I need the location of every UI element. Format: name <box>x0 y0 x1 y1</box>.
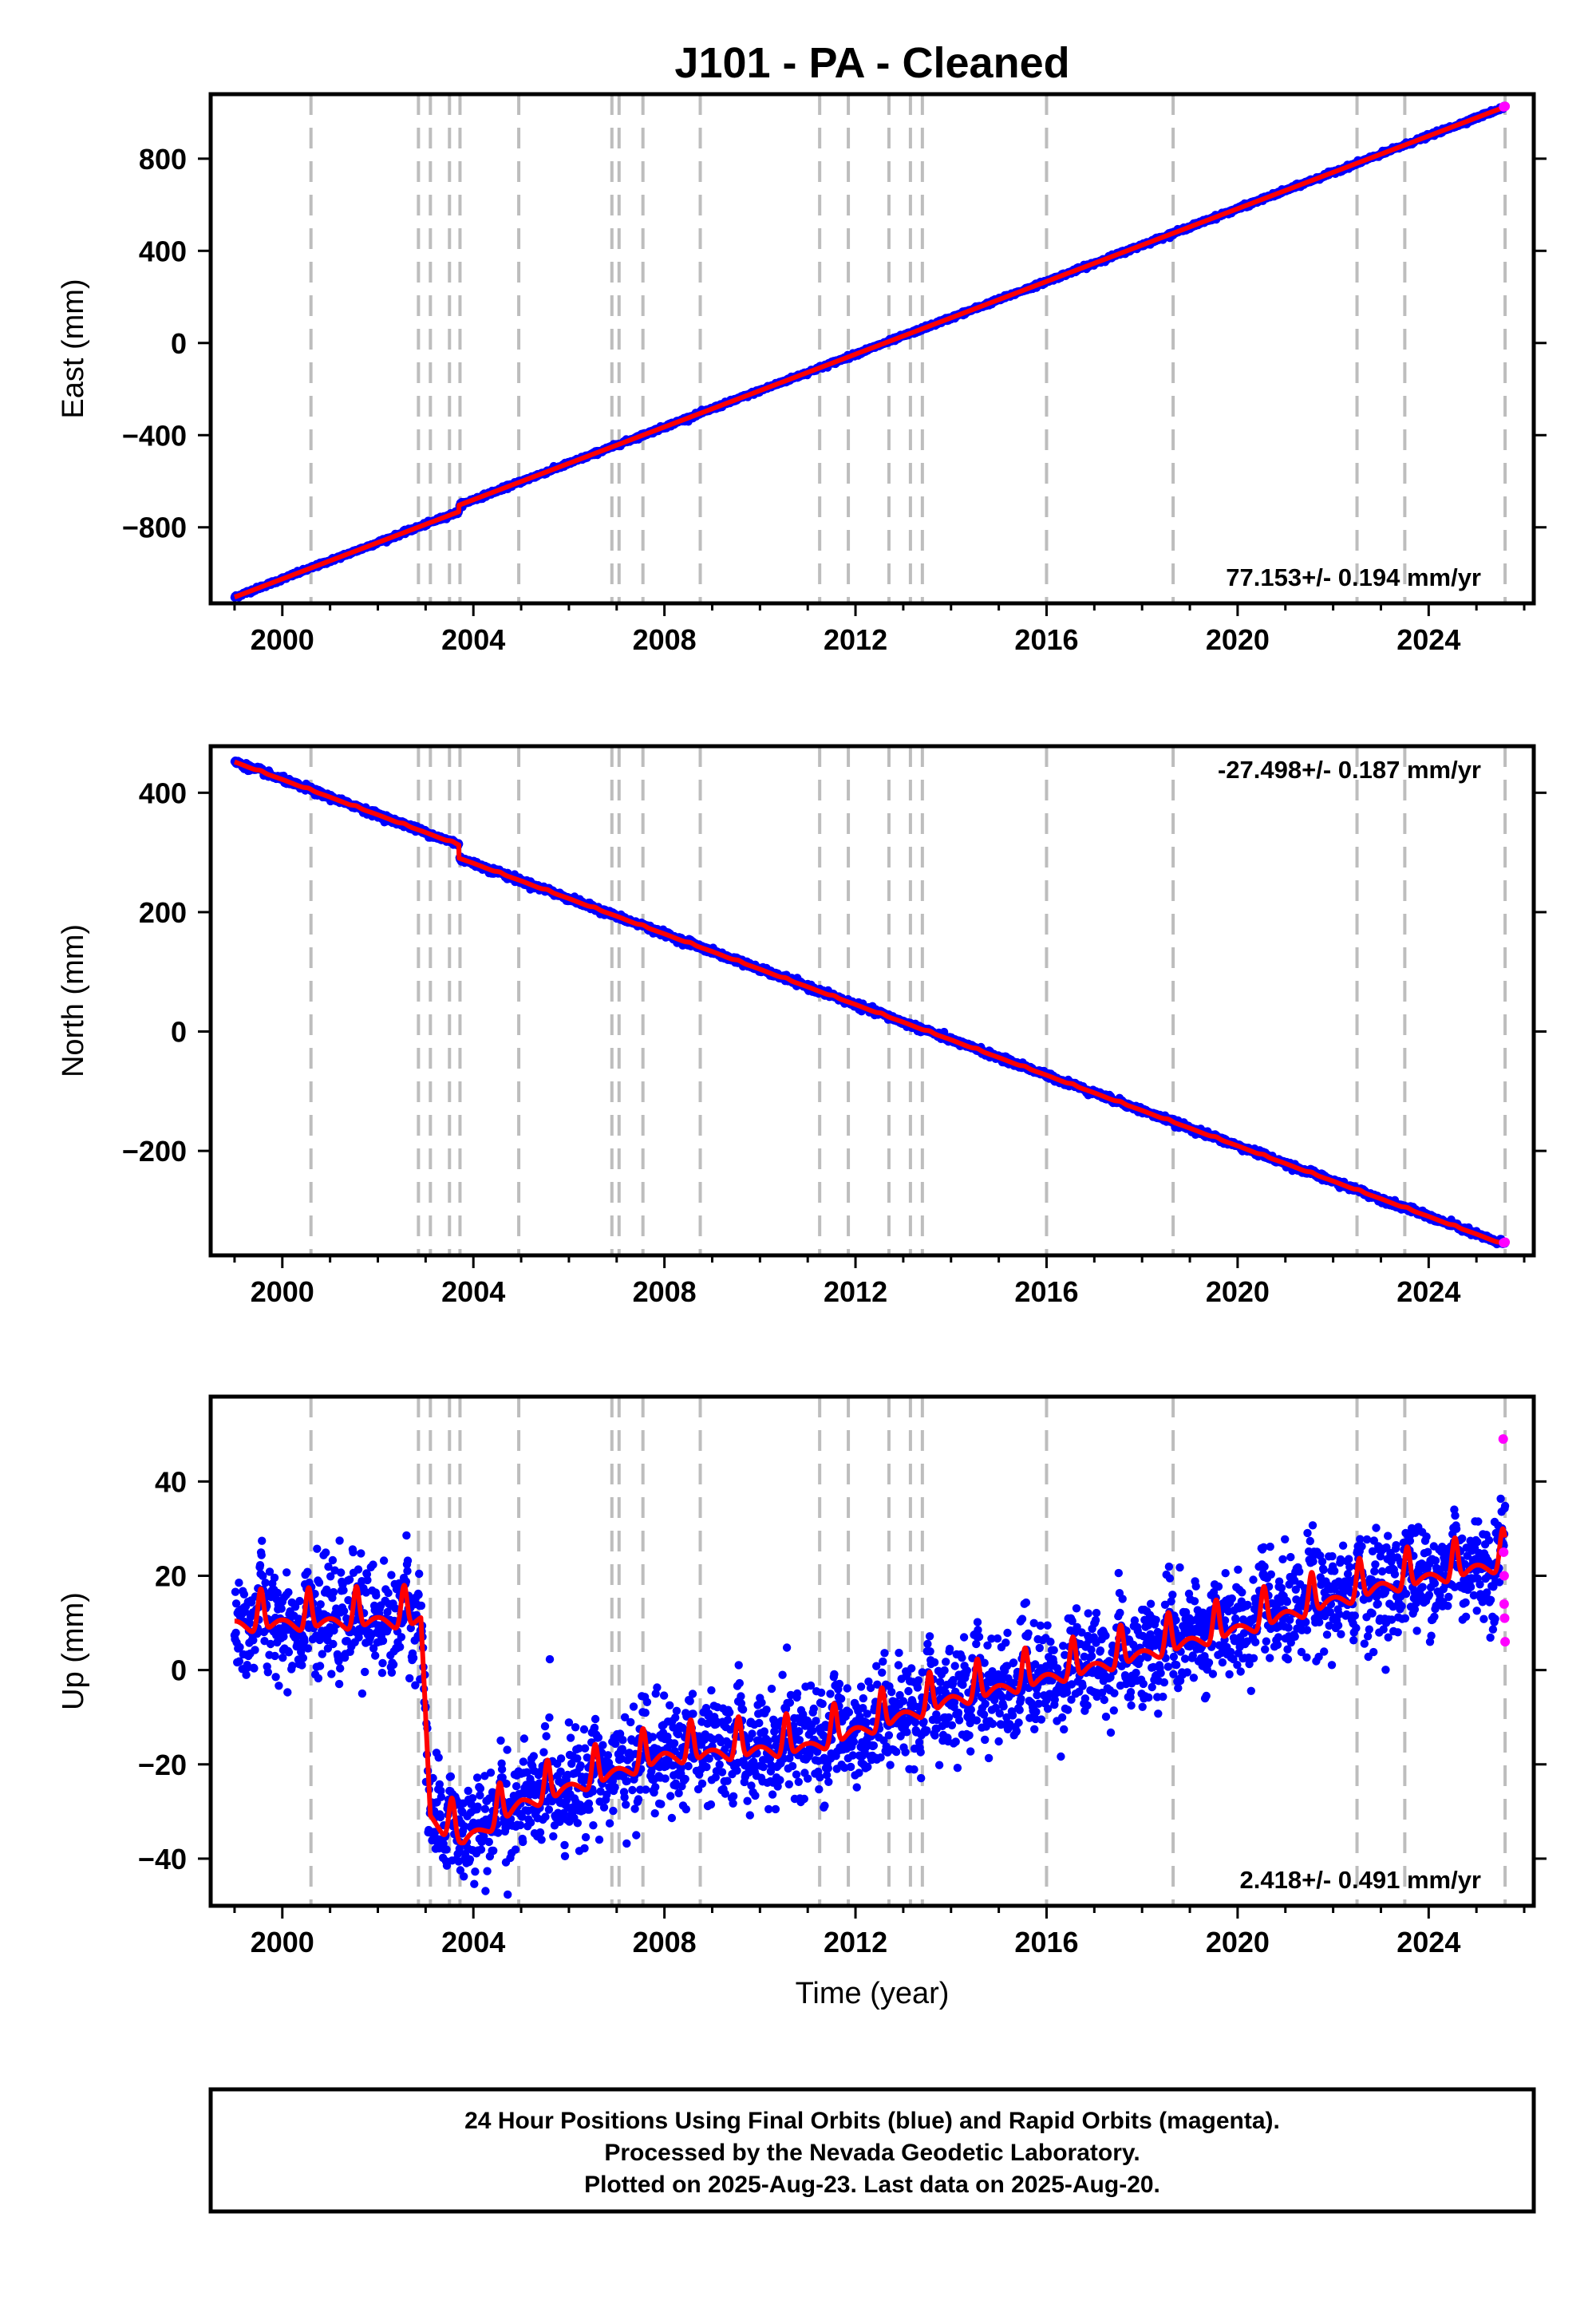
y-tick-label: 0 <box>171 327 187 360</box>
x-tick-label: 2012 <box>824 623 887 656</box>
y-tick-label: 400 <box>139 235 187 267</box>
rapid-point <box>1500 101 1511 112</box>
east-rate-label: 77.153+/- 0.194 mm/yr <box>1226 563 1481 591</box>
east-event-lines <box>309 94 1507 603</box>
x-tick-label: 2016 <box>1014 623 1078 656</box>
x-tick-label: 2004 <box>441 623 505 656</box>
y-tick-label: −800 <box>122 512 187 544</box>
x-tick-label: 2008 <box>633 623 697 656</box>
y-tick-label: 800 <box>139 143 187 176</box>
east-y-axis: 800 400 0 −400 −800 <box>122 143 1547 544</box>
east-panel: 2000 2004 2008 2012 2016 2020 2024 800 400 0 −400 −… <box>57 92 1547 656</box>
north-panel: 2000 2004 2008 2012 2016 2020 20244002000−200N… <box>57 744 1547 1308</box>
y-tick-label: −400 <box>122 419 187 452</box>
x-tick-label: 2024 <box>1396 623 1460 656</box>
east-x-axis: 2000 2004 2008 2012 2016 2020 2024 <box>233 603 1526 656</box>
east-rapid-orbit-points <box>1499 101 1511 112</box>
x-tick-label: 2020 <box>1206 623 1270 656</box>
x-tick-label: 2000 <box>251 623 314 656</box>
east-y-label: East (mm) <box>57 279 90 418</box>
chart-title: J101 - PA - Cleaned <box>674 39 1069 87</box>
